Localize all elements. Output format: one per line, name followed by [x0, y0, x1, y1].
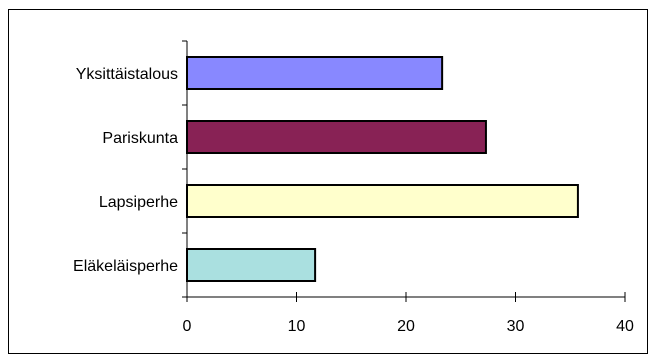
category-label-yksittaistalous: Yksittäistalous: [76, 66, 178, 83]
x-tick-label: 40: [616, 318, 634, 335]
category-labels-layer: Yksittäistalous Pariskunta Lapsiperhe Eläke…: [73, 66, 178, 275]
category-label-elakelaisperhe: Eläkeläisperhe: [73, 258, 178, 275]
x-tick-label: 10: [288, 318, 306, 335]
x-tick-label: 30: [507, 318, 525, 335]
category-label-pariskunta: Pariskunta: [102, 130, 178, 147]
x-tick-label: 0: [183, 318, 192, 335]
bar-yksittaistalous: [186, 56, 444, 90]
x-tick-label: 20: [397, 318, 415, 335]
bar-elakelaisperhe: [186, 248, 317, 282]
ticks-layer: [182, 40, 626, 302]
bar-lapsiperhe: [186, 184, 579, 218]
tick-labels-layer: 0 10 20 30 40: [183, 318, 634, 335]
category-label-lapsiperhe: Lapsiperhe: [99, 194, 178, 211]
bars-layer: [186, 56, 579, 282]
bar-pariskunta: [186, 120, 487, 154]
